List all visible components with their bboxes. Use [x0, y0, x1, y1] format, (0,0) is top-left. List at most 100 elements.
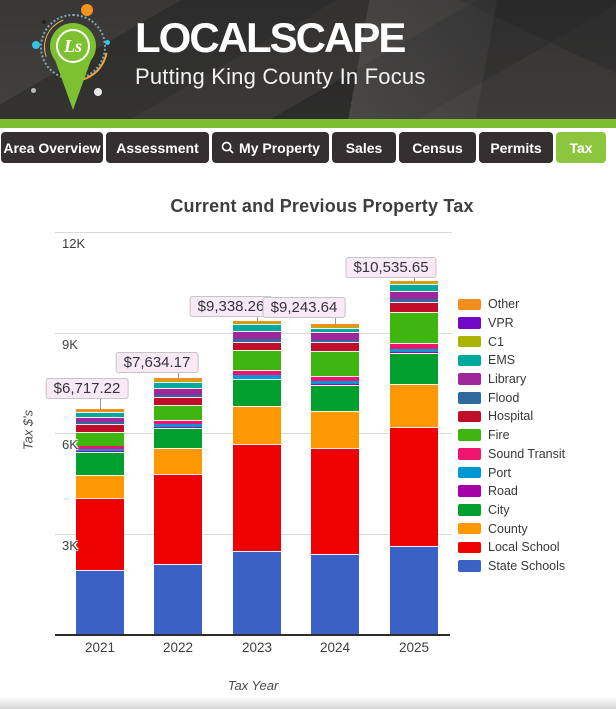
segment-city-2021[interactable] — [76, 452, 124, 475]
tab-my-property[interactable]: My Property — [212, 132, 329, 163]
segment-local-school-2021[interactable] — [76, 498, 124, 571]
segment-state-schools-2022[interactable] — [154, 564, 202, 634]
segment-library-2025[interactable] — [390, 290, 438, 300]
segment-library-2023[interactable] — [233, 330, 281, 340]
segment-county-2025[interactable] — [390, 383, 438, 427]
legend-swatch-icon — [458, 429, 481, 441]
segment-road-2024[interactable] — [311, 384, 359, 386]
legend-item-city[interactable]: City — [458, 501, 565, 520]
segment-county-2023[interactable] — [233, 406, 281, 445]
segment-other-2023[interactable] — [233, 321, 281, 324]
segment-ems-2024[interactable] — [311, 327, 359, 332]
legend-label: Library — [488, 372, 527, 387]
segment-ems-2022[interactable] — [154, 381, 202, 389]
segment-flood-2022[interactable] — [154, 395, 202, 398]
legend-item-fire[interactable]: Fire — [458, 426, 565, 445]
chart-legend: Other VPR C1 EMS Library Flood Hospital Fire Sou… — [458, 295, 565, 575]
segment-sound-transit-2022[interactable] — [154, 420, 202, 425]
segment-fire-2021[interactable] — [76, 431, 124, 447]
tab-assessment[interactable]: Assessment — [106, 132, 209, 163]
legend-item-hospital[interactable]: Hospital — [458, 407, 565, 426]
total-label-connector — [100, 399, 101, 409]
segment-flood-2024[interactable] — [311, 340, 359, 343]
segment-ems-2025[interactable] — [390, 283, 438, 291]
segment-hospital-2024[interactable] — [311, 342, 359, 351]
segment-ems-2021[interactable] — [76, 412, 124, 417]
segment-sound-transit-2025[interactable] — [390, 342, 438, 350]
segment-library-2024[interactable] — [311, 331, 359, 341]
legend-item-vpr[interactable]: VPR — [458, 314, 565, 333]
segment-hospital-2025[interactable] — [390, 301, 438, 313]
legend-item-ems[interactable]: EMS — [458, 351, 565, 370]
segment-state-schools-2025[interactable] — [390, 546, 438, 634]
segment-state-schools-2023[interactable] — [233, 550, 281, 634]
segment-flood-2025[interactable] — [390, 299, 438, 302]
segment-flood-2021[interactable] — [76, 422, 124, 425]
tab-census[interactable]: Census — [399, 132, 476, 163]
segment-road-2022[interactable] — [154, 427, 202, 428]
legend-item-local-school[interactable]: Local School — [458, 538, 565, 557]
total-tax-label-2024: $9,243.64 — [262, 297, 346, 318]
segment-local-school-2025[interactable] — [390, 426, 438, 547]
segment-state-schools-2024[interactable] — [311, 554, 359, 634]
tab-permits[interactable]: Permits — [479, 132, 553, 163]
legend-item-sound-transit[interactable]: Sound Transit — [458, 445, 565, 464]
legend-swatch-icon — [458, 522, 481, 535]
segment-sound-transit-2021[interactable] — [76, 446, 124, 450]
legend-item-library[interactable]: Library — [458, 370, 565, 389]
segment-port-2021[interactable] — [76, 449, 124, 452]
segment-county-2021[interactable] — [76, 474, 124, 499]
legend-item-road[interactable]: Road — [458, 482, 565, 501]
segment-port-2023[interactable] — [233, 375, 281, 379]
legend-label: Flood — [488, 390, 520, 405]
legend-item-flood[interactable]: Flood — [458, 388, 565, 407]
legend-item-c1[interactable]: C1 — [458, 332, 565, 351]
segment-county-2024[interactable] — [311, 410, 359, 449]
segment-county-2022[interactable] — [154, 447, 202, 475]
legend-item-county[interactable]: County — [458, 519, 565, 538]
segment-sound-transit-2023[interactable] — [233, 370, 281, 376]
segment-fire-2022[interactable] — [154, 405, 202, 421]
segment-hospital-2021[interactable] — [76, 424, 124, 432]
segment-road-2021[interactable] — [76, 451, 124, 453]
segment-city-2022[interactable] — [154, 427, 202, 448]
segment-city-2024[interactable] — [311, 385, 359, 411]
tab-tax[interactable]: Tax — [556, 132, 606, 163]
segment-library-2021[interactable] — [76, 416, 124, 423]
tab-area-overview[interactable]: Area Overview — [1, 132, 103, 163]
brand-block: LOCALSCAPE Putting King County In Focus — [135, 14, 426, 90]
segment-hospital-2022[interactable] — [154, 397, 202, 406]
segment-city-2023[interactable] — [233, 379, 281, 407]
legend-item-other[interactable]: Other — [458, 295, 565, 314]
segment-port-2022[interactable] — [154, 424, 202, 428]
segment-flood-2023[interactable] — [233, 339, 281, 343]
segment-sound-transit-2024[interactable] — [311, 376, 359, 382]
segment-city-2025[interactable] — [390, 353, 438, 384]
segment-local-school-2022[interactable] — [154, 474, 202, 565]
segment-fire-2024[interactable] — [311, 350, 359, 377]
legend-item-port[interactable]: Port — [458, 463, 565, 482]
segment-hospital-2023[interactable] — [233, 342, 281, 351]
segment-ems-2023[interactable] — [233, 323, 281, 331]
segment-other-2025[interactable] — [390, 281, 438, 284]
segment-port-2025[interactable] — [390, 349, 438, 353]
gridline-12k — [55, 232, 452, 233]
segment-local-school-2023[interactable] — [233, 444, 281, 551]
tab-sales[interactable]: Sales — [332, 132, 396, 163]
decorative-dot-icon — [32, 41, 40, 49]
x-axis-tick-label: 2021 — [84, 640, 116, 655]
segment-library-2022[interactable] — [154, 388, 202, 396]
segment-port-2024[interactable] — [311, 381, 359, 385]
segment-road-2023[interactable] — [233, 378, 281, 380]
map-pin-icon: Ls — [50, 23, 96, 69]
segment-fire-2023[interactable] — [233, 350, 281, 371]
segment-state-schools-2021[interactable] — [76, 570, 124, 634]
segment-other-2022[interactable] — [154, 378, 202, 382]
legend-item-state-schools[interactable]: State Schools — [458, 557, 565, 576]
segment-local-school-2024[interactable] — [311, 448, 359, 555]
segment-road-2025[interactable] — [390, 352, 438, 354]
segment-other-2021[interactable] — [76, 408, 124, 412]
segment-fire-2025[interactable] — [390, 312, 438, 343]
segment-other-2024[interactable] — [311, 324, 359, 327]
